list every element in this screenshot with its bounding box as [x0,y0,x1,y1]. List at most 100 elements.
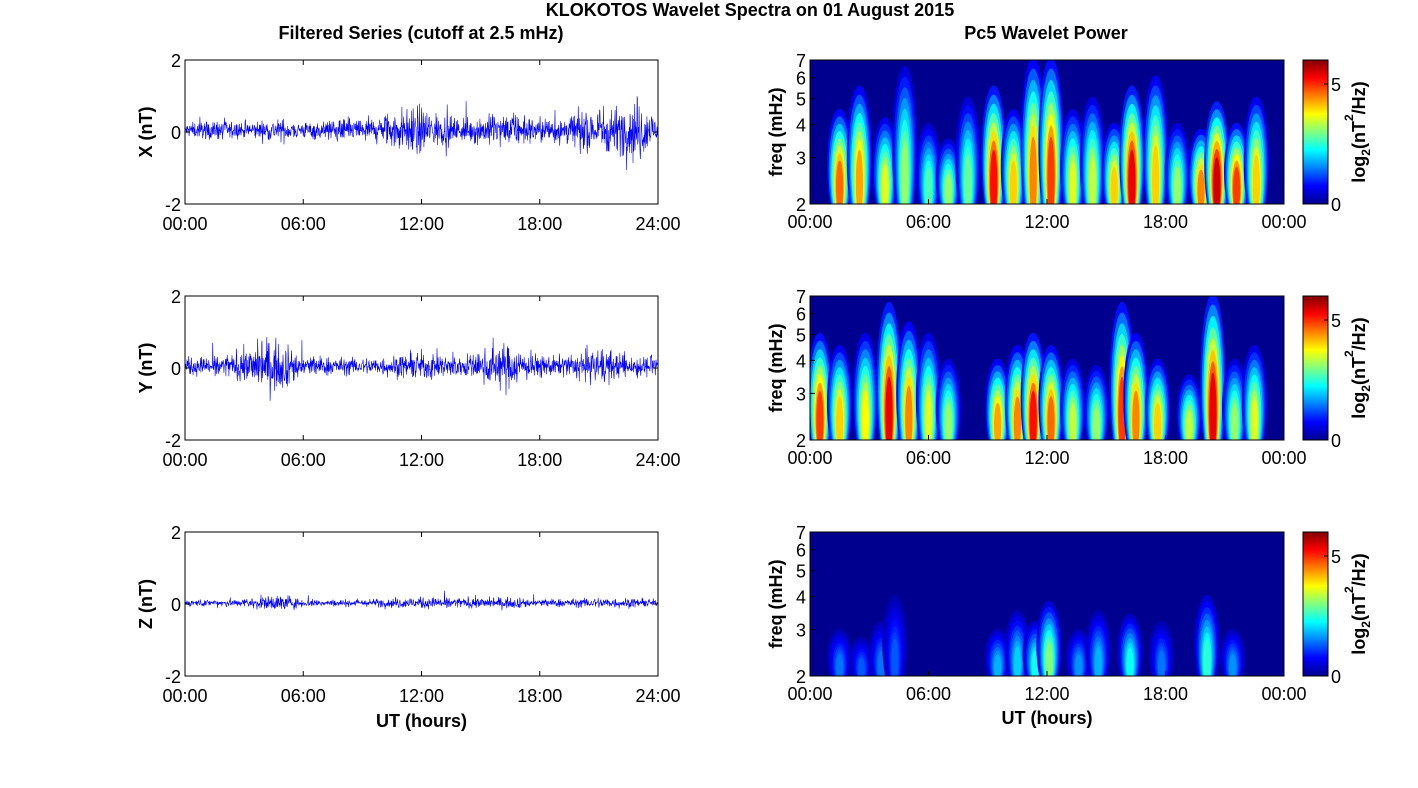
colorbar [1302,59,1329,205]
x-tick-label: 12:00 [1024,212,1069,232]
burst-level [1069,160,1077,204]
y-tick-label: 4 [796,115,806,135]
x-tick-label: 06:00 [906,448,951,468]
y-tick-label: 2 [171,287,181,307]
burst-level [1231,402,1239,440]
wavelet-burst [1204,101,1230,204]
series-line-z [185,590,658,611]
wavelet-burst [876,301,902,440]
x-tick-label: 06:00 [281,686,326,706]
colorbar-label-part: (nT [1349,593,1369,621]
burst-level [1252,154,1260,204]
wavelet-burst [1164,122,1190,204]
colorbar-label: log2(nT2/Hz) [1342,317,1373,418]
wavelet-burst [985,628,1011,676]
colorbar-label-part: 2 [1342,586,1356,593]
burst-level [1069,402,1077,440]
burst-level [1110,166,1118,204]
burst-level [1203,638,1211,676]
colorbar-label-part: log [1349,392,1369,419]
heatmap-bursts [810,296,1267,440]
x-axis-label: UT (hours) [376,711,467,731]
burst-level [1197,169,1205,204]
wavelet-burst [1148,620,1175,676]
y-tick-label: -2 [165,667,181,687]
wavelet-burst [1243,96,1269,204]
wavelet-burst [1066,628,1092,676]
y-axis-label: Z (nT) [136,579,156,629]
y-tick-label: 4 [796,351,806,371]
wavelet-burst [1143,75,1169,204]
x-tick-label: 12:00 [399,214,444,234]
burst-level [1152,145,1160,204]
y-tick-label: 3 [796,148,806,168]
wavelet-burst [1145,358,1171,440]
y-axis-label: X (nT) [136,107,156,158]
colorbar-label-part: 2 [1342,114,1356,121]
left-column-title: Filtered Series (cutoff at 2.5 mHz) [278,23,563,43]
burst-level [905,385,913,440]
wavelet-burst [852,332,878,440]
series-line-y [185,337,658,401]
burst-level [891,638,899,676]
wavelet-burst [935,138,961,204]
series-line-x [185,96,658,171]
wavelet-burst [1222,358,1248,440]
wavelet-burst [1241,344,1267,440]
colorbar-tick-label: 5 [1331,75,1341,95]
x-tick-label: 24:00 [635,686,680,706]
y-tick-label: 6 [796,305,806,325]
wavelet-burst [810,332,833,440]
wavelet-burst [1200,296,1226,440]
wavelet-burst [1101,122,1127,204]
burst-level [1233,166,1241,204]
wavelet-burst [981,85,1007,204]
wavelet-burst [892,65,918,204]
heatmap-bursts [827,60,1269,204]
colorbar-label-part: /Hz) [1349,317,1369,350]
x-tick-label: 06:00 [906,684,951,704]
colorbar-tick-label: 5 [1331,311,1341,331]
series-panel-y: -2 0 2 00:00 06:00 12:00 18:00 24:00 Y (nT) [136,287,681,470]
y-tick-label: 7 [796,51,806,71]
wavelet-burst [1220,628,1246,676]
burst-level [1132,390,1140,440]
y-tick-label: 6 [796,69,806,89]
y-tick-label: 2 [796,667,806,687]
burst-level [924,166,933,204]
colorbar-label-part: log [1349,156,1369,183]
colorbar-label-part: (nT [1349,357,1369,385]
burst-level [836,160,844,204]
right-column-title: Pc5 Wavelet Power [964,23,1127,43]
y-tick-label: 0 [171,595,181,615]
y-tick-label: 7 [796,287,806,307]
x-tick-label: 00:00 [1261,448,1306,468]
y-tick-label: 3 [796,620,806,640]
y-tick-label: 4 [796,587,806,607]
burst-level [924,390,933,440]
x-tick-label: 24:00 [635,214,680,234]
x-tick-label: 18:00 [1143,448,1188,468]
series-panel-z: -2 0 2 00:00 06:00 12:00 18:00 24:00 Z (nT) UT (h… [136,523,681,731]
colorbar-label-part: /Hz) [1349,553,1369,586]
burst-level [994,654,1002,676]
y-axis-label: freq (mHz) [766,559,786,648]
burst-level [1088,154,1096,204]
y-tick-label: 5 [796,90,806,110]
wavelet-burst [1036,600,1062,676]
x-tick-label: 00:00 [1261,212,1306,232]
wavelet-burst [827,628,853,676]
x-tick-label: 00:00 [162,450,207,470]
burst-level [816,390,824,440]
wavelet-burst [1079,96,1105,204]
x-tick-label: 18:00 [1143,212,1188,232]
burst-level [1013,646,1021,676]
x-tick-label: 06:00 [281,450,326,470]
y-axis-label: freq (mHz) [766,323,786,412]
wavelet-burst [1119,85,1145,204]
wavelet-burst [1224,122,1250,204]
wavelet-burst [896,321,922,440]
colorbar-label: log2(nT2/Hz) [1342,81,1373,182]
